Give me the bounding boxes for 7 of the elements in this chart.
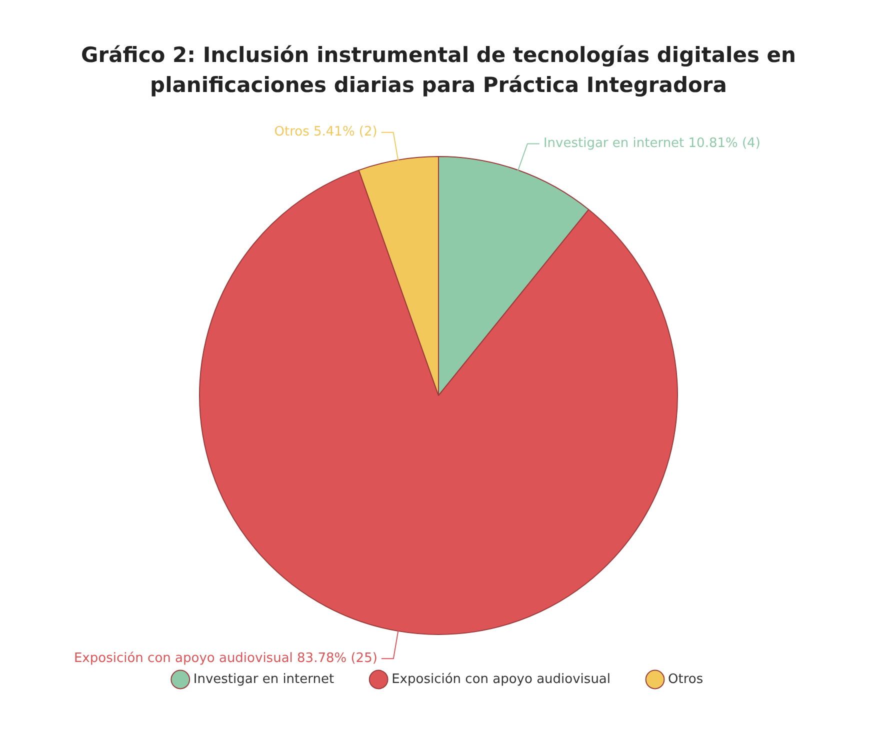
legend-label: Otros xyxy=(668,672,704,687)
category-label: Exposición con apoyo audiovisual 83.78% (25) xyxy=(74,650,378,666)
category-label: Investigar en internet 10.81% (4) xyxy=(543,136,760,151)
legend-label: Investigar en internet xyxy=(193,672,334,687)
legend-label: Exposición con apoyo audiovisual xyxy=(392,672,611,687)
category-label: Otros 5.41% (2) xyxy=(274,124,378,140)
chart-title: Gráfico 2: Inclusión instrumental de tecnologías digitales en planificaciones diarias para Práctica Integradora xyxy=(80,42,797,100)
